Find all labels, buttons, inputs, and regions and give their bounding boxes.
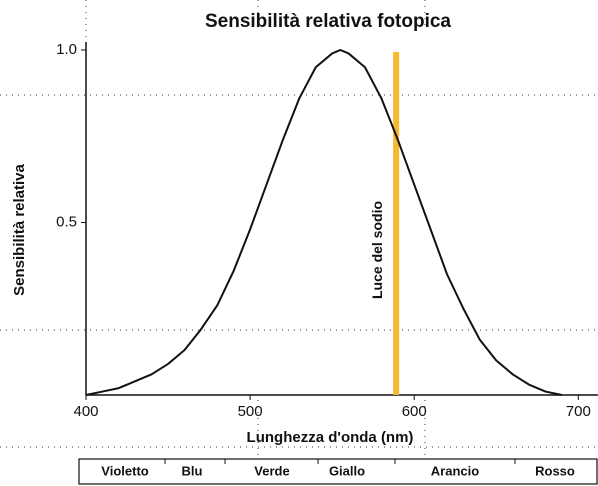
x-tick-label: 700 [566, 403, 591, 420]
color-band-label: Verde [254, 463, 289, 478]
chart-title: Sensibilità relativa fotopica [205, 11, 451, 32]
y-tick-label: 0.5 [56, 213, 77, 230]
x-tick-label: 500 [238, 403, 263, 420]
x-axis-label: Lunghezza d'onda (nm) [247, 429, 414, 446]
y-tick-label: 1.0 [56, 41, 77, 58]
y-axis-label: Sensibilità relativa [11, 163, 28, 295]
color-band-box [78, 458, 598, 485]
x-tick-label: 600 [402, 403, 427, 420]
color-band-label: Arancio [431, 463, 479, 478]
curve [85, 49, 563, 396]
annotation: Luce del sodio [369, 201, 385, 299]
color-band-label: Rosso [535, 463, 575, 478]
color-band-label: Blu [182, 463, 203, 478]
x-tick-label: 400 [73, 403, 98, 420]
color-band-label: Violetto [101, 463, 148, 478]
color-band-label: Giallo [329, 463, 365, 478]
